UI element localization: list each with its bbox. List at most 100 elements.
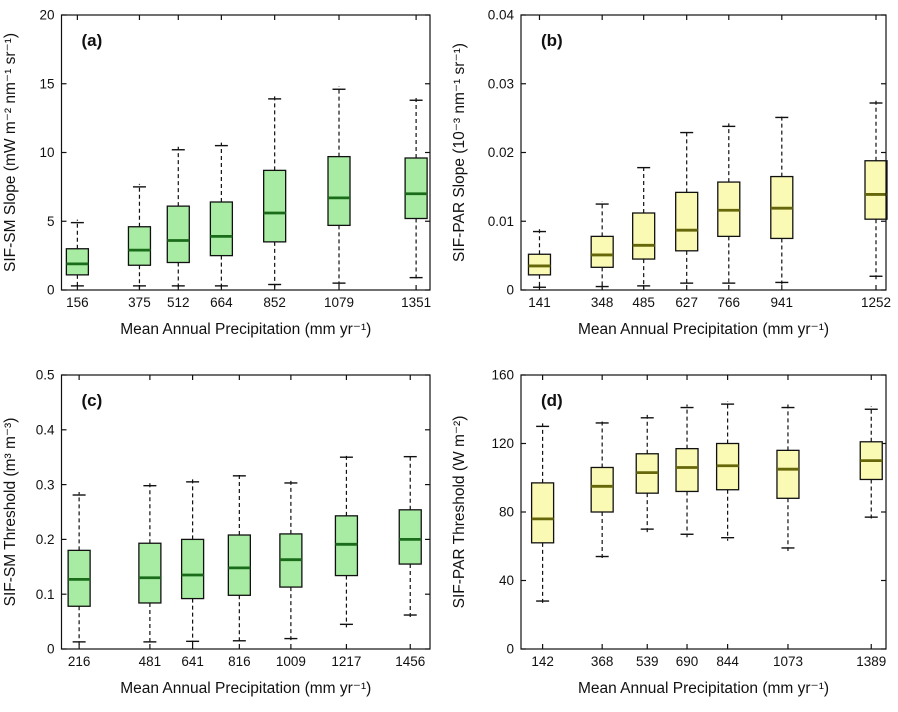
box-664 — [209, 142, 234, 289]
x-tick-label: 1456 — [395, 654, 425, 669]
box-iqr — [404, 157, 428, 220]
boxplot-b: 0 0.01 0.02 0.03 0.04 141 348 485 627 766 941 1252 (… — [451, 8, 891, 338]
x-tick-label: 142 — [531, 654, 554, 669]
box-iqr — [530, 482, 555, 544]
boxplot-c: 0 0.1 0.2 0.3 0.4 0.5 216 481 641 816 1009 1217 1456… — [2, 368, 431, 697]
panel-d: 0 40 80 120 160 142 368 539 690 844 1073 1389 (d) Mea… — [449, 356, 898, 712]
x-tick-label: 844 — [716, 654, 739, 669]
y-tick-label: 0.4 — [36, 423, 55, 438]
y-tick-label: 160 — [491, 368, 514, 383]
box-1252 — [864, 100, 888, 280]
x-tick-label: 1217 — [331, 654, 361, 669]
y-tick-label: 5 — [47, 214, 55, 229]
y-tick-label: 0.5 — [36, 368, 55, 383]
panel-letter: (b) — [541, 31, 563, 50]
x-tick-label: 539 — [636, 654, 659, 669]
y-axis-label: SIF-PAR Slope (10⁻³ nm⁻¹ sr⁻¹) — [451, 43, 468, 262]
box-512 — [166, 146, 190, 289]
y-tick-label: 0.03 — [488, 76, 514, 91]
box-iqr — [675, 191, 699, 252]
y-axis-label: SIF-PAR Threshold (W m⁻²) — [451, 416, 468, 609]
box-iqr — [180, 538, 205, 600]
x-tick-label: 627 — [675, 295, 698, 310]
box-iqr — [590, 466, 614, 513]
y-tick-label: 0 — [47, 642, 55, 657]
box-368 — [590, 419, 614, 560]
box-641 — [180, 478, 205, 645]
x-tick-label: 156 — [66, 295, 89, 310]
plot-frame — [520, 374, 887, 650]
x-tick-label: 485 — [632, 295, 655, 310]
plot-frame — [520, 14, 887, 291]
box-iqr — [65, 248, 90, 276]
y-tick-label: 0.2 — [36, 532, 55, 547]
x-tick-label: 1073 — [773, 654, 803, 669]
panel-letter: (d) — [541, 391, 563, 410]
boxplot-a: 0 5 10 15 20 156 375 512 664 852 1079 1351 (a) Mean A… — [2, 8, 431, 338]
box-1351 — [404, 97, 428, 281]
panel-letter: (a) — [82, 31, 103, 50]
box-iqr — [776, 449, 800, 499]
boxplot-d: 0 40 80 120 160 142 368 539 690 844 1073 1389 (d) Mea… — [451, 368, 887, 697]
panel-letter: (c) — [82, 391, 103, 410]
x-tick-label: 216 — [68, 654, 91, 669]
y-tick-label: 0.3 — [36, 477, 55, 492]
box-iqr — [127, 226, 152, 266]
x-tick-label: 1079 — [324, 295, 354, 310]
x-tick-label: 664 — [210, 295, 233, 310]
panel-c: 0 0.1 0.2 0.3 0.4 0.5 216 481 641 816 1009 1217 1456… — [0, 356, 449, 712]
y-tick-label: 20 — [39, 8, 54, 23]
box-766 — [717, 123, 741, 287]
box-1079 — [327, 86, 351, 287]
panel-a: 0 5 10 15 20 156 375 512 664 852 1079 1351 (a) Mean A… — [0, 0, 449, 356]
box-627 — [675, 129, 699, 287]
box-156 — [65, 219, 90, 289]
y-tick-label: 0 — [506, 283, 514, 298]
x-tick-label: 141 — [528, 295, 551, 310]
plot-frame — [60, 374, 431, 650]
box-1389 — [859, 406, 883, 521]
box-1009 — [279, 479, 303, 642]
y-axis-label: SIF-SM Slope (mW m⁻² nm⁻¹ sr⁻¹) — [2, 33, 19, 272]
box-852 — [263, 95, 287, 288]
box-iqr — [166, 205, 190, 264]
x-tick-label: 368 — [591, 654, 614, 669]
box-941 — [770, 114, 794, 286]
plot-frame — [60, 14, 431, 291]
box-iqr — [209, 201, 234, 257]
y-tick-label: 0.02 — [488, 145, 514, 160]
box-690 — [675, 404, 699, 538]
y-tick-label: 80 — [499, 505, 514, 520]
box-iqr — [263, 169, 287, 243]
y-tick-label: 40 — [499, 573, 514, 588]
box-iqr — [138, 542, 162, 604]
plot-area — [521, 15, 886, 290]
box-iqr — [864, 160, 888, 220]
box-485 — [632, 164, 656, 289]
box-iqr — [398, 509, 422, 565]
box-1217 — [334, 454, 359, 628]
y-tick-label: 15 — [39, 76, 54, 91]
box-844 — [715, 401, 740, 541]
y-tick-label: 0 — [506, 642, 514, 657]
y-tick-label: 10 — [39, 145, 54, 160]
box-iqr — [227, 534, 251, 596]
box-1456 — [398, 453, 422, 619]
box-539 — [635, 414, 659, 533]
x-tick-label: 766 — [718, 295, 741, 310]
box-348 — [590, 201, 614, 290]
box-375 — [127, 183, 152, 289]
x-tick-label: 1009 — [276, 654, 306, 669]
x-axis-label: Mean Annual Precipitation (mm yr⁻¹) — [120, 321, 371, 338]
x-tick-label: 852 — [263, 295, 286, 310]
y-tick-label: 0.01 — [488, 214, 514, 229]
plot-area — [521, 375, 886, 649]
x-tick-label: 1389 — [856, 654, 886, 669]
box-141 — [527, 228, 552, 291]
box-816 — [227, 472, 251, 644]
x-tick-label: 641 — [181, 654, 204, 669]
x-axis-label: Mean Annual Precipitation (mm yr⁻¹) — [578, 680, 829, 697]
box-142 — [530, 423, 555, 605]
plot-area — [61, 15, 430, 290]
